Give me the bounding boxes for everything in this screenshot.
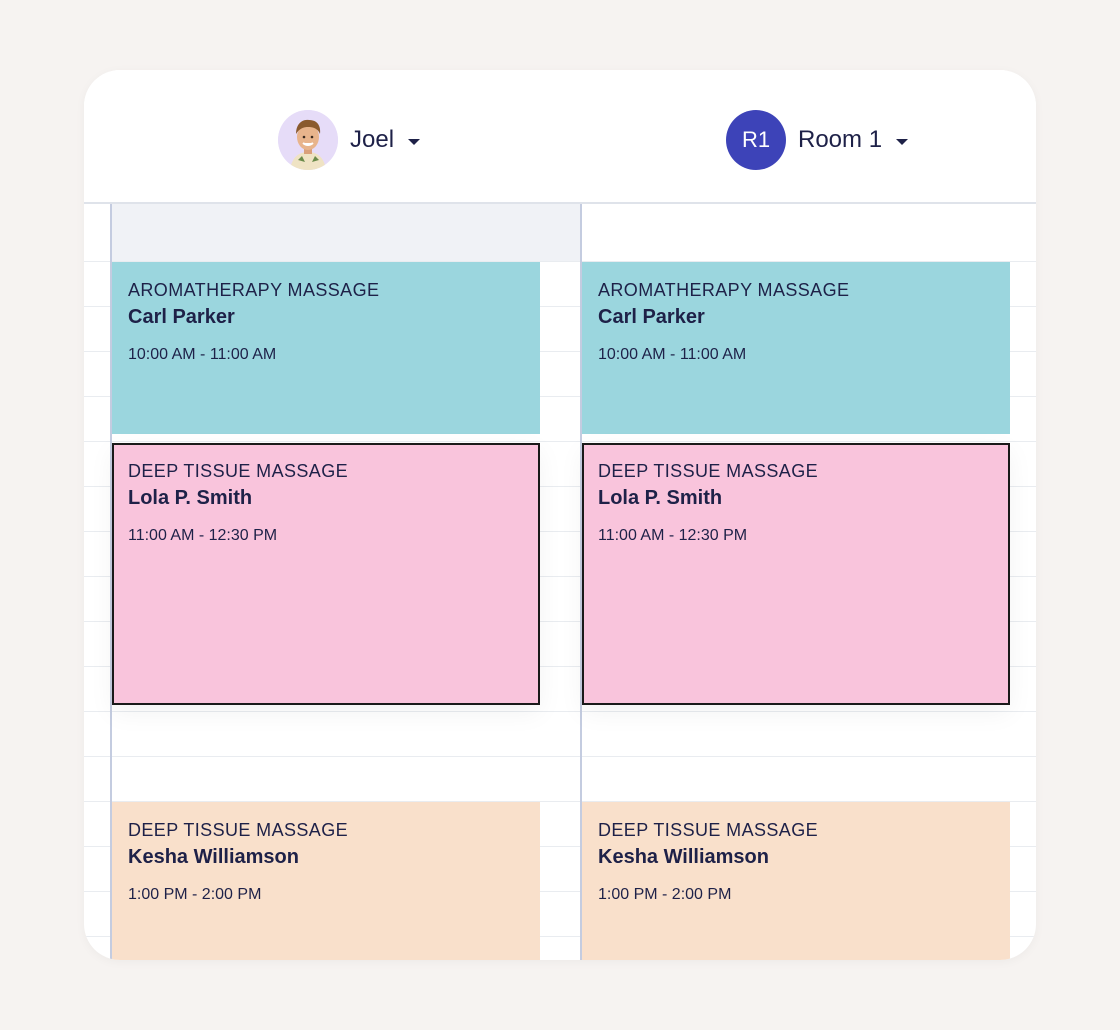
column-divider xyxy=(580,204,582,960)
appointment-time: 11:00 AM - 12:30 PM xyxy=(128,527,278,544)
time-slot-line xyxy=(84,531,1036,532)
time-slot-line xyxy=(84,801,1036,802)
time-slot-line xyxy=(84,306,1036,307)
appointment-card[interactable]: AROMATHERAPY MASSAGE Carl Parker 10:00 A… xyxy=(582,262,1010,434)
time-slot-line xyxy=(84,396,1036,397)
appointment-card[interactable]: DEEP TISSUE MASSAGE Kesha Williamson 1:0… xyxy=(582,802,1010,960)
appointment-time: 1:00 PM - 2:00 PM xyxy=(128,886,262,903)
service-name: DEEP TISSUE MASSAGE xyxy=(598,820,819,840)
time-slot-line xyxy=(84,486,1036,487)
time-slot-line xyxy=(84,891,1036,892)
service-name: DEEP TISSUE MASSAGE xyxy=(128,461,349,481)
resource-header: Joel R1 Room 1 xyxy=(84,70,1036,204)
time-slot-line xyxy=(84,711,1036,712)
resource-name: Room 1 xyxy=(798,126,883,153)
appointment-card[interactable]: DEEP TISSUE MASSAGE Kesha Williamson 1:0… xyxy=(112,802,540,960)
appointment-time: 10:00 AM - 11:00 AM xyxy=(598,346,747,363)
client-name: Carl Parker xyxy=(598,306,705,328)
appointment-time: 10:00 AM - 11:00 AM xyxy=(128,346,277,363)
time-slot-line xyxy=(84,756,1036,757)
appointment-time: 1:00 PM - 2:00 PM xyxy=(598,886,732,903)
appointment-card[interactable]: AROMATHERAPY MASSAGE Carl Parker 10:00 A… xyxy=(112,262,540,434)
service-name: AROMATHERAPY MASSAGE xyxy=(128,280,380,300)
avatar xyxy=(278,110,338,170)
person-photo-icon xyxy=(278,110,338,170)
appointment-card-selected[interactable]: DEEP TISSUE MASSAGE Lola P. Smith 11:00 … xyxy=(582,443,1010,705)
client-name: Carl Parker xyxy=(128,306,235,328)
chevron-down-icon xyxy=(408,138,421,145)
client-name: Lola P. Smith xyxy=(598,487,723,509)
service-name: DEEP TISSUE MASSAGE xyxy=(128,820,349,840)
resource-selector-joel[interactable]: Joel xyxy=(278,110,421,170)
time-slot-line xyxy=(84,666,1036,667)
client-name: Kesha Williamson xyxy=(128,846,299,868)
client-name: Lola P. Smith xyxy=(128,487,253,509)
avatar-initials: R1 xyxy=(741,127,771,152)
time-slot-line xyxy=(84,936,1036,937)
client-name: Kesha Williamson xyxy=(598,846,769,868)
time-slot-line xyxy=(84,441,1036,442)
appointment-time: 11:00 AM - 12:30 PM xyxy=(598,527,748,544)
service-name: DEEP TISSUE MASSAGE xyxy=(598,461,819,481)
avatar: R1 xyxy=(726,110,786,170)
calendar-card: Joel R1 Room 1 AROMATH xyxy=(84,70,1036,960)
chevron-down-icon xyxy=(896,138,909,145)
time-slot-line xyxy=(84,621,1036,622)
service-name: AROMATHERAPY MASSAGE xyxy=(598,280,850,300)
resource-selector-room[interactable]: R1 Room 1 xyxy=(726,110,909,170)
schedule-grid: AROMATHERAPY MASSAGE Carl Parker 10:00 A… xyxy=(84,204,1036,960)
time-slot-line xyxy=(84,261,1036,262)
time-slot-line xyxy=(84,351,1036,352)
unavailable-block xyxy=(112,204,580,261)
time-slot-line xyxy=(84,576,1036,577)
column-divider xyxy=(110,204,112,960)
time-slot-line xyxy=(84,846,1036,847)
resource-name: Joel xyxy=(350,126,395,153)
appointment-card-selected[interactable]: DEEP TISSUE MASSAGE Lola P. Smith 11:00 … xyxy=(112,443,540,705)
